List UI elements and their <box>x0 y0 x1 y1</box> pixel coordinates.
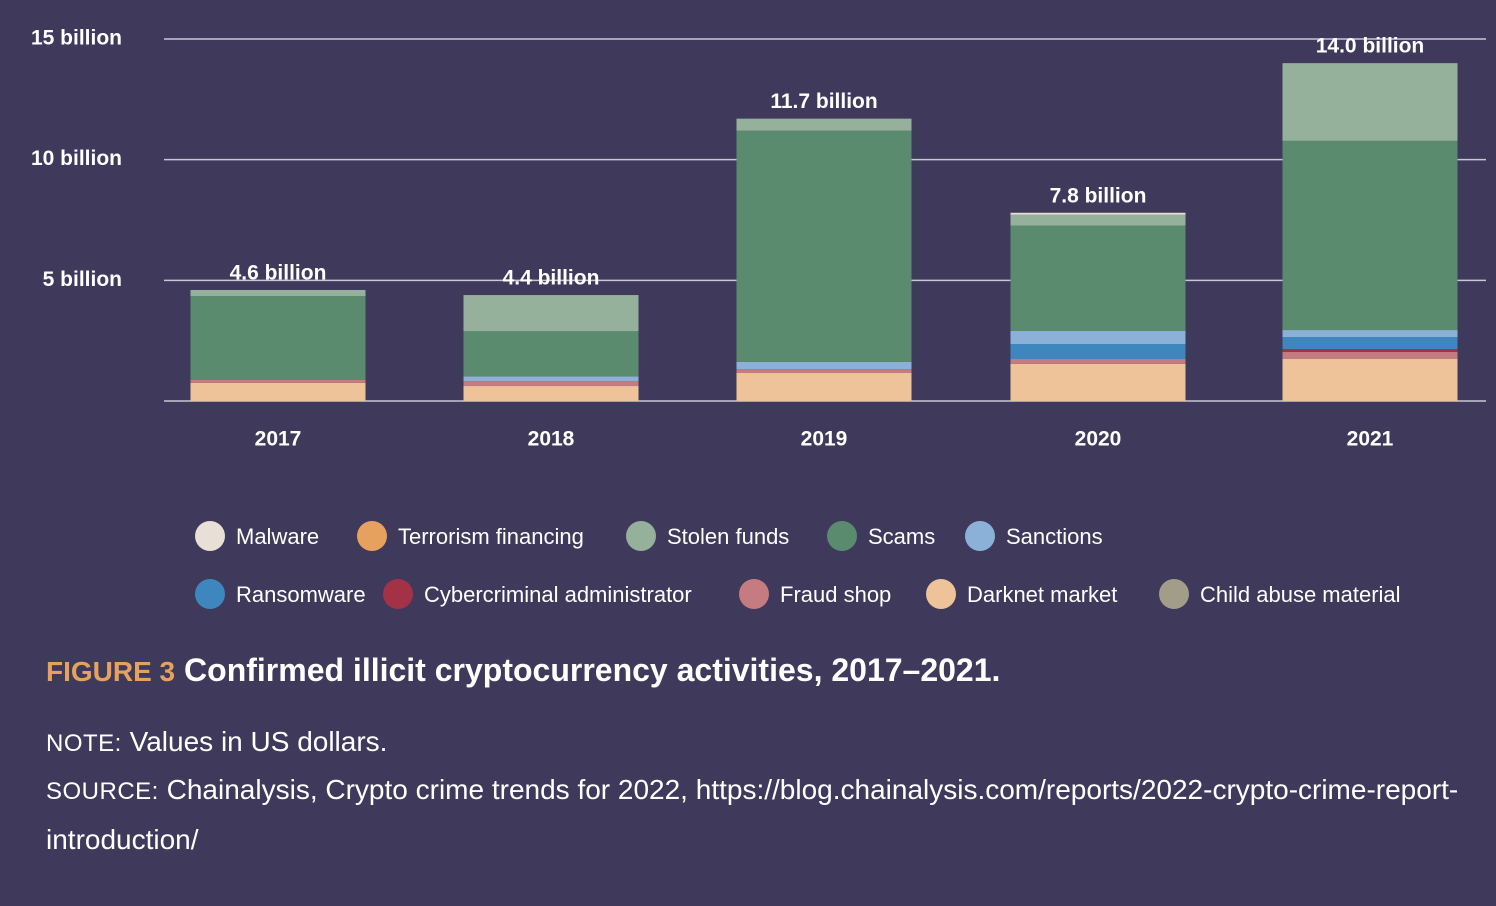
bar-segment <box>1010 363 1186 401</box>
chart: 5 billion 10 billion 15 billion 4.6 billion… <box>31 27 1486 609</box>
legend-swatch <box>357 521 387 551</box>
bar-segment <box>463 381 639 387</box>
legend-swatch <box>739 579 769 609</box>
bar-segment <box>190 380 366 383</box>
bar-segment <box>463 376 639 382</box>
legend-label: Darknet market <box>967 582 1117 607</box>
legend-swatch <box>383 579 413 609</box>
legend-label: Ransomware <box>236 582 366 607</box>
legend-label: Stolen funds <box>667 524 789 549</box>
legend-swatch <box>1159 579 1189 609</box>
total-label: 11.7 billion <box>770 90 877 113</box>
bar-segment <box>1010 225 1186 332</box>
bar-segment <box>1282 359 1458 401</box>
legend-label: Scams <box>868 524 935 549</box>
bar-segment <box>190 296 366 381</box>
y-tick-label: 5 billion <box>43 268 122 291</box>
x-tick-label: 2021 <box>1347 428 1394 451</box>
legend-swatch <box>195 579 225 609</box>
bar-segment <box>190 382 366 401</box>
bar-segment <box>736 130 912 362</box>
y-tick-label: 15 billion <box>31 27 122 50</box>
bar-segment <box>1010 212 1186 215</box>
legend-label: Sanctions <box>1006 524 1103 549</box>
bar-segment <box>736 373 912 401</box>
bar-segment <box>1282 63 1458 141</box>
source-text: Chainalysis, Crypto crime trends for 202… <box>46 774 1459 855</box>
bar-segment <box>736 361 912 370</box>
legend-label: Child abuse material <box>1200 582 1401 607</box>
legend-swatch <box>195 521 225 551</box>
bar-segment <box>1282 140 1458 331</box>
source-label: Source: <box>46 778 159 805</box>
caption-title-line: FIGURE 3 Confirmed illicit cryptocurrenc… <box>46 652 1466 689</box>
legend-swatch <box>626 521 656 551</box>
total-label: 4.4 billion <box>503 266 600 289</box>
note: Note: Values in US dollars. <box>46 718 1466 768</box>
bar-segment <box>1282 330 1458 338</box>
bar-segment <box>736 118 912 131</box>
note-text: Values in US dollars. <box>129 726 388 757</box>
x-tick-label: 2017 <box>255 428 302 451</box>
legend-label: Malware <box>236 524 319 549</box>
note-label: Note: <box>46 730 122 757</box>
legend-swatch <box>827 521 857 551</box>
bar-segment <box>463 386 639 401</box>
bar-segment <box>1010 359 1186 364</box>
bar-segment <box>1010 214 1186 226</box>
total-label: 14.0 billion <box>1316 35 1425 58</box>
bar-segment <box>463 331 639 377</box>
bar-segment <box>190 289 366 297</box>
legend-swatch <box>965 521 995 551</box>
bar-segment <box>1282 352 1458 360</box>
figure-label: FIGURE 3 <box>46 656 176 687</box>
x-tick-label: 2019 <box>801 428 848 451</box>
y-tick-label: 10 billion <box>31 147 122 170</box>
legend-label: Fraud shop <box>780 582 891 607</box>
legend-label: Terrorism financing <box>398 524 584 549</box>
figure-title: Confirmed illicit cryptocurrency activit… <box>184 652 1001 688</box>
bar-segment <box>463 295 639 332</box>
x-tick-label: 2020 <box>1075 428 1122 451</box>
bar-segment <box>1010 344 1186 360</box>
source: Source: Chainalysis, Crypto crime trends… <box>46 766 1466 864</box>
bar-segment <box>1282 349 1458 353</box>
bar-segment <box>1010 331 1186 345</box>
bar-segment <box>736 369 912 374</box>
total-label: 4.6 billion <box>230 262 327 285</box>
total-label: 7.8 billion <box>1050 184 1147 207</box>
legend-label: Cybercriminal administrator <box>424 582 692 607</box>
bar-segment <box>1282 337 1458 350</box>
legend-swatch <box>926 579 956 609</box>
x-tick-label: 2018 <box>528 428 575 451</box>
